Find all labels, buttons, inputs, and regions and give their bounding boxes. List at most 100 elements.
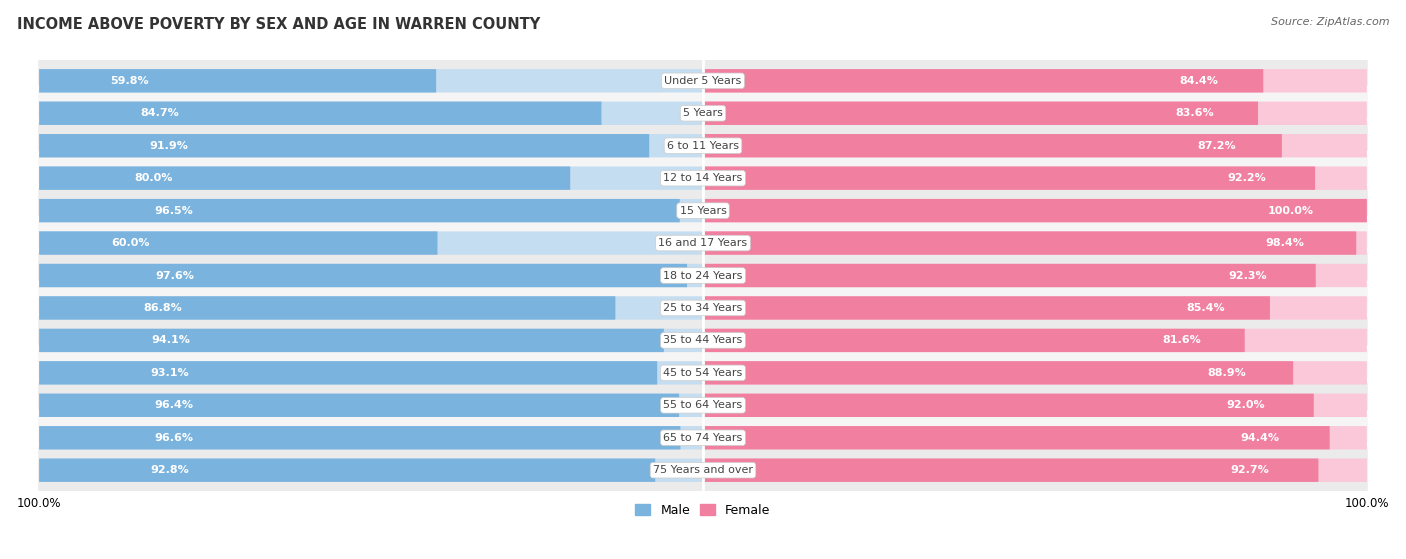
FancyBboxPatch shape [39, 458, 655, 482]
FancyBboxPatch shape [37, 184, 1369, 237]
FancyBboxPatch shape [703, 458, 1367, 482]
FancyBboxPatch shape [37, 281, 1369, 334]
FancyBboxPatch shape [703, 102, 1258, 125]
FancyBboxPatch shape [703, 199, 1367, 222]
Text: 5 Years: 5 Years [683, 108, 723, 119]
FancyBboxPatch shape [39, 394, 679, 417]
FancyBboxPatch shape [37, 87, 1369, 140]
FancyBboxPatch shape [39, 361, 657, 385]
FancyBboxPatch shape [703, 426, 1367, 449]
Text: Under 5 Years: Under 5 Years [665, 76, 741, 86]
Text: 100.0%: 100.0% [1268, 206, 1313, 216]
FancyBboxPatch shape [703, 361, 1367, 385]
FancyBboxPatch shape [703, 69, 1367, 92]
FancyBboxPatch shape [703, 167, 1315, 190]
FancyBboxPatch shape [703, 329, 1367, 352]
FancyBboxPatch shape [703, 361, 1294, 385]
Text: 84.7%: 84.7% [141, 108, 179, 119]
FancyBboxPatch shape [39, 69, 436, 92]
FancyBboxPatch shape [703, 134, 1282, 158]
Text: 88.9%: 88.9% [1208, 368, 1246, 378]
FancyBboxPatch shape [39, 199, 703, 222]
Text: 80.0%: 80.0% [135, 173, 173, 183]
Text: 59.8%: 59.8% [111, 76, 149, 86]
Text: 92.2%: 92.2% [1227, 173, 1265, 183]
Text: 91.9%: 91.9% [149, 141, 188, 151]
FancyBboxPatch shape [39, 102, 703, 125]
FancyBboxPatch shape [703, 69, 1263, 92]
FancyBboxPatch shape [37, 379, 1369, 432]
Text: 98.4%: 98.4% [1265, 238, 1303, 248]
FancyBboxPatch shape [37, 54, 1369, 107]
FancyBboxPatch shape [703, 231, 1357, 255]
Text: 12 to 14 Years: 12 to 14 Years [664, 173, 742, 183]
Text: 35 to 44 Years: 35 to 44 Years [664, 335, 742, 345]
Text: 93.1%: 93.1% [150, 368, 188, 378]
FancyBboxPatch shape [703, 296, 1367, 320]
FancyBboxPatch shape [703, 296, 1270, 320]
FancyBboxPatch shape [703, 329, 1244, 352]
Text: 92.3%: 92.3% [1227, 271, 1267, 281]
FancyBboxPatch shape [39, 134, 703, 158]
FancyBboxPatch shape [703, 134, 1367, 158]
Text: 92.0%: 92.0% [1226, 400, 1265, 410]
FancyBboxPatch shape [39, 296, 703, 320]
Text: 97.6%: 97.6% [156, 271, 194, 281]
FancyBboxPatch shape [39, 167, 571, 190]
FancyBboxPatch shape [39, 264, 688, 287]
Text: 94.1%: 94.1% [152, 335, 190, 345]
Text: 81.6%: 81.6% [1163, 335, 1201, 345]
FancyBboxPatch shape [37, 444, 1369, 497]
Text: 96.4%: 96.4% [155, 400, 194, 410]
FancyBboxPatch shape [39, 264, 703, 287]
Text: 45 to 54 Years: 45 to 54 Years [664, 368, 742, 378]
FancyBboxPatch shape [39, 231, 437, 255]
FancyBboxPatch shape [703, 394, 1313, 417]
FancyBboxPatch shape [37, 151, 1369, 205]
Text: 96.5%: 96.5% [155, 206, 193, 216]
Text: 25 to 34 Years: 25 to 34 Years [664, 303, 742, 313]
FancyBboxPatch shape [39, 329, 664, 352]
FancyBboxPatch shape [37, 314, 1369, 367]
FancyBboxPatch shape [39, 134, 650, 158]
FancyBboxPatch shape [37, 411, 1369, 465]
Text: Source: ZipAtlas.com: Source: ZipAtlas.com [1271, 17, 1389, 27]
Text: 15 Years: 15 Years [679, 206, 727, 216]
Text: INCOME ABOVE POVERTY BY SEX AND AGE IN WARREN COUNTY: INCOME ABOVE POVERTY BY SEX AND AGE IN W… [17, 17, 540, 32]
Text: 85.4%: 85.4% [1185, 303, 1225, 313]
FancyBboxPatch shape [703, 394, 1367, 417]
Text: 92.8%: 92.8% [150, 465, 188, 475]
FancyBboxPatch shape [39, 361, 703, 385]
FancyBboxPatch shape [39, 329, 703, 352]
Text: 18 to 24 Years: 18 to 24 Years [664, 271, 742, 281]
Text: 75 Years and over: 75 Years and over [652, 465, 754, 475]
FancyBboxPatch shape [703, 458, 1319, 482]
FancyBboxPatch shape [703, 231, 1367, 255]
FancyBboxPatch shape [703, 426, 1330, 449]
FancyBboxPatch shape [39, 167, 703, 190]
FancyBboxPatch shape [39, 426, 703, 449]
FancyBboxPatch shape [39, 394, 703, 417]
Text: 83.6%: 83.6% [1175, 108, 1213, 119]
Text: 92.7%: 92.7% [1230, 465, 1270, 475]
FancyBboxPatch shape [39, 102, 602, 125]
Text: 60.0%: 60.0% [111, 238, 149, 248]
Text: 55 to 64 Years: 55 to 64 Years [664, 400, 742, 410]
FancyBboxPatch shape [37, 119, 1369, 172]
FancyBboxPatch shape [703, 264, 1316, 287]
FancyBboxPatch shape [37, 216, 1369, 269]
FancyBboxPatch shape [39, 458, 703, 482]
FancyBboxPatch shape [703, 167, 1367, 190]
Text: 94.4%: 94.4% [1240, 433, 1279, 443]
Text: 87.2%: 87.2% [1197, 141, 1236, 151]
FancyBboxPatch shape [39, 69, 703, 92]
Text: 86.8%: 86.8% [143, 303, 181, 313]
FancyBboxPatch shape [39, 231, 703, 255]
FancyBboxPatch shape [703, 199, 1367, 222]
Text: 65 to 74 Years: 65 to 74 Years [664, 433, 742, 443]
FancyBboxPatch shape [703, 102, 1367, 125]
FancyBboxPatch shape [39, 199, 679, 222]
Text: 84.4%: 84.4% [1180, 76, 1219, 86]
Text: 6 to 11 Years: 6 to 11 Years [666, 141, 740, 151]
Text: 96.6%: 96.6% [155, 433, 194, 443]
